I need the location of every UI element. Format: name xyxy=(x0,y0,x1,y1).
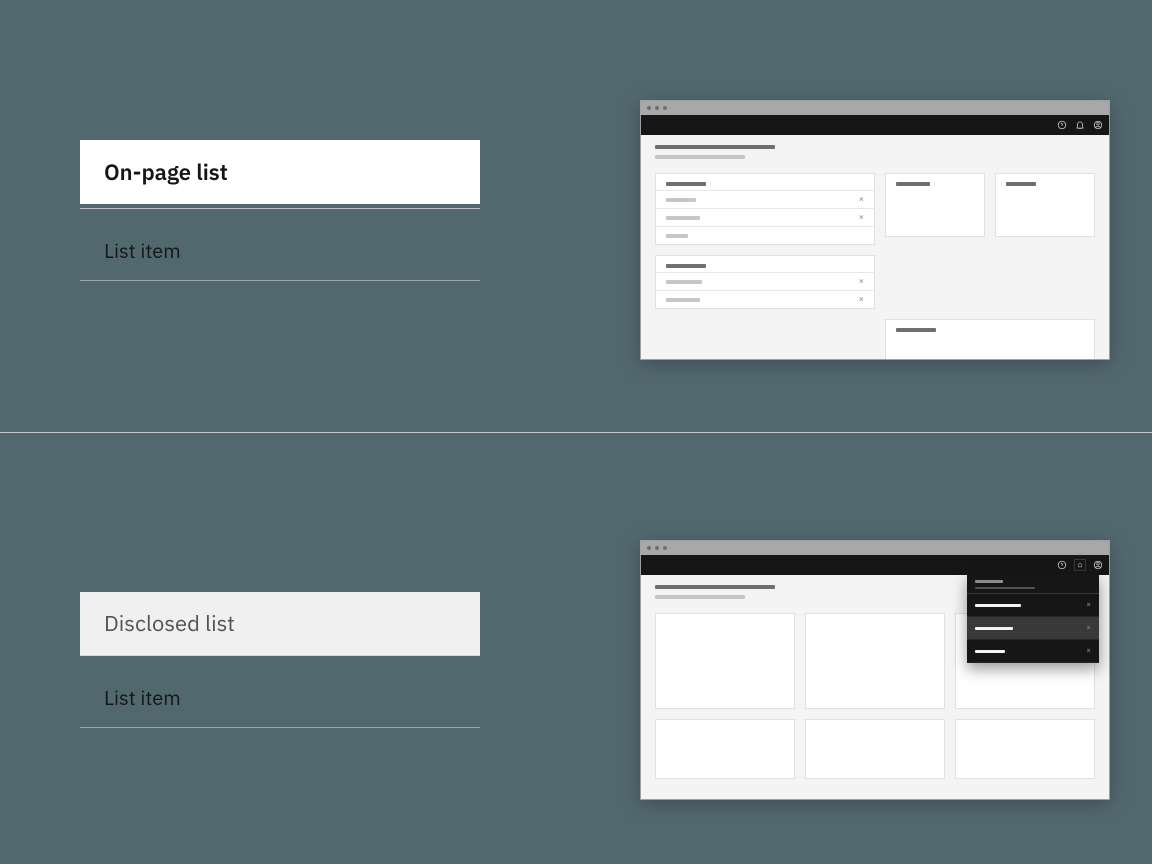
page-title xyxy=(655,145,1095,159)
list-header[interactable]: Disclosed list xyxy=(80,592,480,656)
disclosed-browser-mock: × × × xyxy=(640,540,1110,800)
list-item[interactable]: List item xyxy=(80,237,480,281)
app-header xyxy=(641,555,1109,575)
content-card xyxy=(805,613,945,709)
title-placeholder xyxy=(655,145,775,149)
panel-row[interactable]: × xyxy=(967,640,1099,663)
window-dot xyxy=(655,546,659,550)
notification-icon[interactable] xyxy=(1075,560,1085,570)
list-header-label: Disclosed list xyxy=(104,609,235,638)
on-page-list-section: On-page list List item xyxy=(0,0,1152,432)
list-header-label: On-page list xyxy=(104,158,228,187)
content-card xyxy=(805,719,945,779)
content-card xyxy=(655,613,795,709)
specimen-divider xyxy=(80,208,480,209)
summary-card xyxy=(885,173,985,237)
list-row[interactable]: × xyxy=(656,208,874,226)
panel-row[interactable]: × xyxy=(967,594,1099,617)
list-card: × × xyxy=(655,255,875,309)
window-dot xyxy=(647,106,651,110)
list-column: × × × × xyxy=(655,173,875,309)
list-group-title xyxy=(656,174,874,190)
disclosed-list-specimen: Disclosed list List item xyxy=(80,592,480,728)
summary-card xyxy=(995,173,1095,237)
close-icon[interactable]: × xyxy=(859,277,864,286)
panel-row[interactable]: × xyxy=(967,617,1099,640)
summary-card-wide xyxy=(885,319,1095,359)
disclosed-panel: × × × xyxy=(967,574,1099,663)
close-icon[interactable]: × xyxy=(859,213,864,222)
list-row[interactable]: × xyxy=(656,272,874,290)
browser-titlebar xyxy=(641,101,1109,115)
close-icon[interactable]: × xyxy=(859,195,864,204)
on-page-list-specimen: On-page list List item xyxy=(80,140,480,281)
user-icon[interactable] xyxy=(1093,560,1103,570)
subtitle-placeholder xyxy=(655,595,745,599)
close-icon[interactable]: × xyxy=(1086,646,1091,656)
help-icon[interactable] xyxy=(1057,120,1067,130)
window-dot xyxy=(647,546,651,550)
browser-titlebar xyxy=(641,541,1109,555)
list-card: × × xyxy=(655,173,875,245)
list-row[interactable]: × xyxy=(656,190,874,208)
window-dot xyxy=(663,106,667,110)
content-card xyxy=(955,719,1095,779)
app-header xyxy=(641,115,1109,135)
close-icon[interactable]: × xyxy=(1086,600,1091,610)
subtitle-placeholder xyxy=(655,155,745,159)
title-placeholder xyxy=(655,585,775,589)
close-icon[interactable]: × xyxy=(1086,623,1091,633)
disclosed-list-section: Disclosed list List item xyxy=(0,432,1152,864)
close-icon[interactable]: × xyxy=(859,295,864,304)
content-grid: × × × × xyxy=(655,173,1095,359)
on-page-browser-mock: × × × × xyxy=(640,100,1110,360)
list-row[interactable]: × xyxy=(656,290,874,308)
notification-icon[interactable] xyxy=(1075,120,1085,130)
list-item-label: List item xyxy=(104,237,181,264)
list-item[interactable]: List item xyxy=(80,684,480,728)
window-dot xyxy=(663,546,667,550)
panel-header xyxy=(967,574,1099,593)
list-group-title xyxy=(656,256,874,272)
content-card xyxy=(655,719,795,779)
help-icon[interactable] xyxy=(1057,560,1067,570)
list-header: On-page list xyxy=(80,140,480,204)
user-icon[interactable] xyxy=(1093,120,1103,130)
page-body: × × × × xyxy=(641,135,1109,359)
list-item-label: List item xyxy=(104,684,181,711)
window-dot xyxy=(655,106,659,110)
list-row[interactable] xyxy=(656,226,874,244)
